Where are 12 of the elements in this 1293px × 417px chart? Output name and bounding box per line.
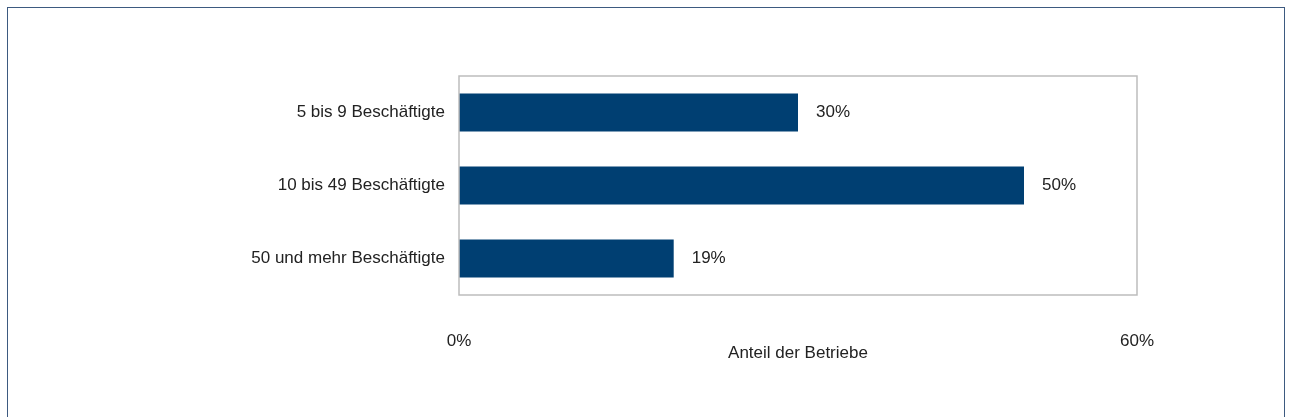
x-axis-title: Anteil der Betriebe: [728, 342, 868, 362]
data-label: 19%: [691, 248, 726, 268]
x-tick-label: 60%: [1119, 330, 1155, 350]
bar: [459, 93, 798, 132]
bar: [459, 166, 1024, 205]
y-tick-label: 50 und mehr Beschäftigte: [251, 248, 445, 268]
y-tick-label: 5 bis 9 Beschäftigte: [296, 102, 445, 122]
x-tick-label: 0%: [446, 330, 472, 350]
bar: [459, 239, 674, 278]
y-tick-label: 10 bis 49 Beschäftigte: [277, 175, 445, 195]
data-label: 30%: [816, 102, 851, 122]
data-label: 50%: [1042, 175, 1077, 195]
